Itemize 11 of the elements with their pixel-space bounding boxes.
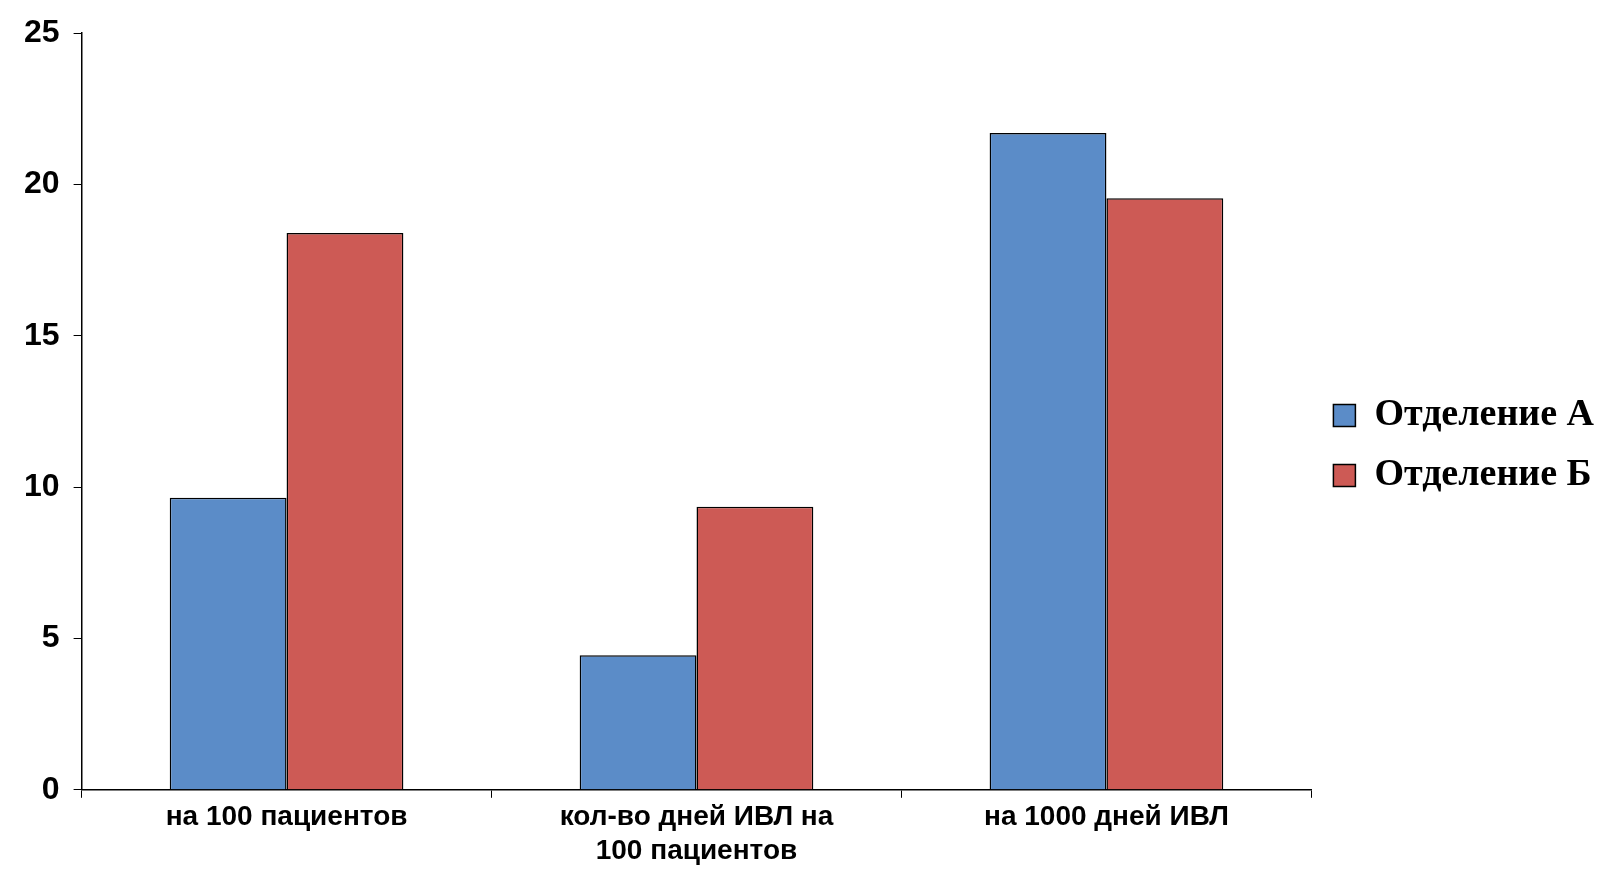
legend-label: Отделение А (1374, 391, 1595, 434)
y-tick-label: 25 (24, 13, 60, 50)
x-tick-label: на 100 пациентов (165, 800, 408, 832)
y-tick-label: 10 (24, 466, 60, 503)
x-tick-label: на 1000 дней ИВЛ (983, 800, 1229, 832)
y-tick-label: 0 (41, 769, 60, 806)
y-tick-label: 20 (24, 164, 60, 201)
legend-label: Отделение Б (1374, 451, 1592, 494)
y-tick-label: 15 (24, 315, 60, 352)
y-tick-label: 5 (41, 618, 60, 655)
x-tick-label: кол-во дней ИВЛ на 100 пациентов (559, 800, 834, 865)
